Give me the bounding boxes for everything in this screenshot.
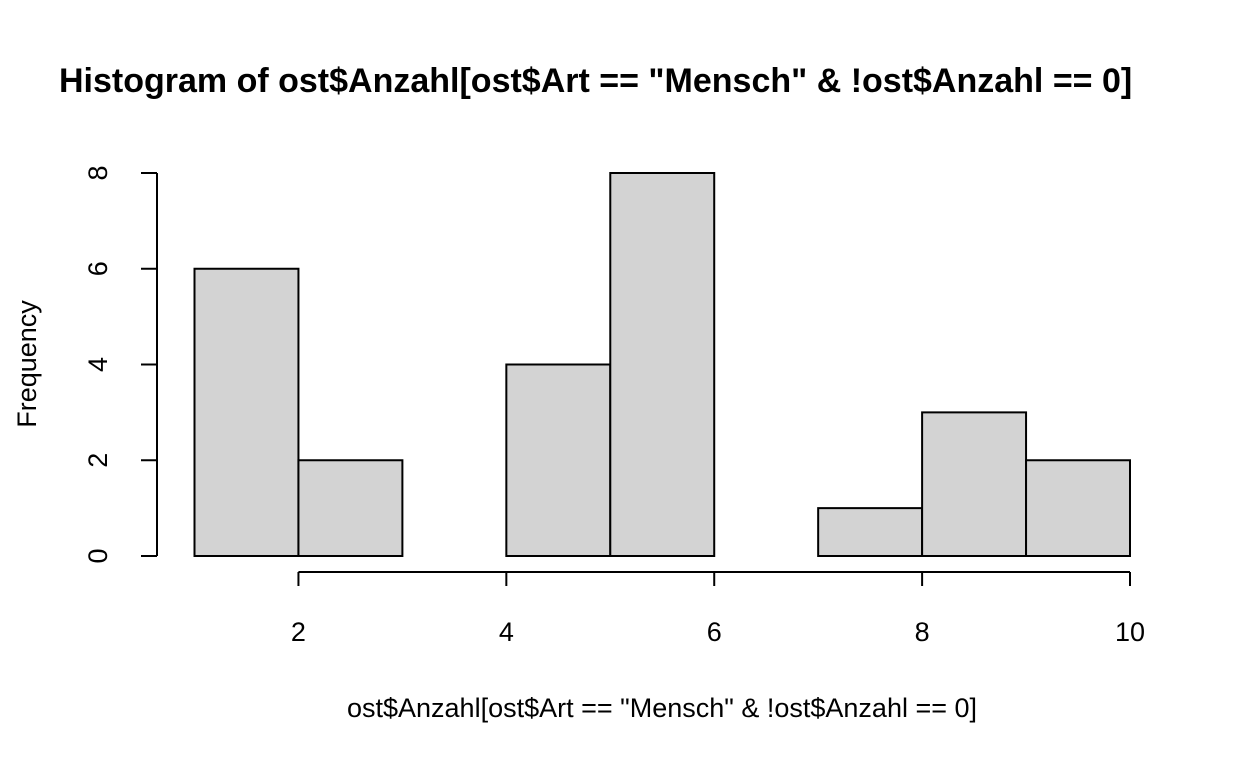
histogram-bar bbox=[505, 363, 612, 557]
chart-title: Histogram of ost$Anzahl[ost$Art == "Mens… bbox=[59, 62, 1132, 100]
x-axis-label: ost$Anzahl[ost$Art == "Mensch" & !ost$An… bbox=[347, 693, 977, 723]
histogram-bar bbox=[1025, 459, 1131, 557]
bars-group bbox=[193, 172, 1131, 557]
y-axis-label: Frequency bbox=[12, 300, 42, 428]
histogram-bar bbox=[817, 507, 924, 557]
y-tick-label: 4 bbox=[83, 357, 113, 372]
x-tick-label: 10 bbox=[1115, 617, 1145, 647]
x-tick-label: 6 bbox=[707, 617, 722, 647]
histogram-bar bbox=[193, 267, 300, 557]
y-tick-label: 0 bbox=[83, 548, 113, 563]
y-axis: 0 2 4 6 8 bbox=[83, 165, 158, 564]
x-tick-label: 8 bbox=[915, 617, 930, 647]
y-tick-label: 2 bbox=[83, 453, 113, 468]
y-tick-label: 8 bbox=[83, 165, 113, 180]
x-tick-label: 4 bbox=[499, 617, 514, 647]
x-tick-label: 2 bbox=[291, 617, 306, 647]
histogram-bar bbox=[921, 411, 1028, 557]
histogram-bar bbox=[609, 172, 716, 557]
histogram-bar bbox=[297, 459, 404, 557]
y-tick-label: 6 bbox=[83, 261, 113, 276]
x-axis: 2 4 6 8 10 bbox=[291, 571, 1145, 647]
